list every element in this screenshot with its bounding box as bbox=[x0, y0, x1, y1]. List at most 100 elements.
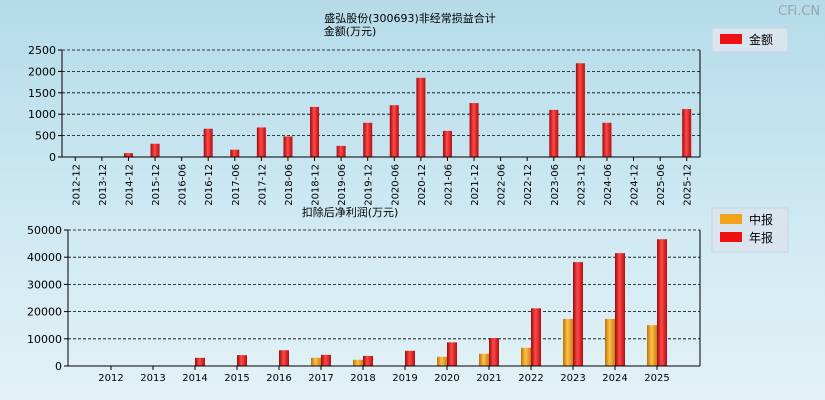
c1-xtick-label: 2025-06 bbox=[656, 164, 667, 206]
c1-legend-label: 金额 bbox=[749, 32, 773, 47]
c1-ytick-label: 0 bbox=[49, 151, 56, 164]
c2-ytick-label: 50000 bbox=[27, 224, 62, 237]
chart1-subtitle: 金额(万元) bbox=[324, 24, 377, 38]
c1-xtick-label: 2023-12 bbox=[576, 164, 587, 206]
c1-xtick-label: 2023-06 bbox=[550, 164, 561, 206]
c2-legend-swatch bbox=[720, 214, 742, 224]
c1-ytick-label: 2500 bbox=[28, 44, 56, 57]
watermark-text: CFi.CN bbox=[778, 4, 820, 19]
c1-xtick-label: 2024-06 bbox=[603, 164, 614, 206]
c1-xtick-label: 2016-06 bbox=[178, 164, 189, 206]
c2-ytick-label: 10000 bbox=[27, 333, 62, 346]
c1-xtick-label: 2019-06 bbox=[337, 164, 348, 206]
c2-bar-年报-2021 bbox=[489, 337, 499, 366]
c1-xtick-label: 2024-12 bbox=[630, 164, 641, 206]
c1-xtick-label: 2020-12 bbox=[417, 164, 428, 206]
chart1-legend: 金额 bbox=[711, 27, 789, 53]
c2-bar-年报-2024 bbox=[615, 253, 625, 366]
chart1-title: 盛弘股份(300693)非经常损益合计 bbox=[324, 11, 496, 25]
chart2-title: 扣除后净利润(万元) bbox=[302, 205, 399, 219]
c2-bar-中报-2021 bbox=[479, 353, 489, 366]
c1-bar-2017-06 bbox=[230, 149, 240, 157]
c1-legend-swatch bbox=[720, 34, 742, 44]
c1-bar-2017-12 bbox=[256, 127, 266, 157]
c2-xtick-label: 2012 bbox=[98, 373, 123, 384]
c1-bar-2015-12 bbox=[150, 143, 160, 157]
c1-bar-2019-12 bbox=[363, 122, 373, 157]
c2-bar-中报-2018 bbox=[353, 359, 363, 366]
c1-xtick-label: 2018-12 bbox=[311, 164, 322, 206]
c2-xtick-label: 2014 bbox=[182, 373, 207, 384]
c1-xtick-label: 2020-06 bbox=[390, 164, 401, 206]
c1-ytick-label: 2000 bbox=[28, 65, 56, 78]
c2-xtick-label: 2020 bbox=[434, 373, 459, 384]
c2-bar-年报-2023 bbox=[573, 262, 583, 366]
c1-xtick-label: 2021-06 bbox=[443, 164, 454, 206]
c2-bar-中报-2017 bbox=[311, 357, 321, 366]
c2-ytick-label: 20000 bbox=[27, 306, 62, 319]
c2-xtick-label: 2016 bbox=[266, 373, 291, 384]
c2-bar-年报-2025 bbox=[657, 239, 667, 366]
c2-ytick-label: 30000 bbox=[27, 278, 62, 291]
c2-legend-swatch bbox=[720, 232, 742, 242]
c2-bar-年报-2020 bbox=[447, 342, 457, 366]
c1-bar-2023-12 bbox=[575, 63, 585, 157]
c1-xtick-label: 2014-12 bbox=[124, 164, 135, 206]
c1-xtick-label: 2013-12 bbox=[98, 164, 109, 206]
c2-bar-中报-2023 bbox=[563, 318, 573, 366]
c1-ytick-label: 1500 bbox=[28, 87, 56, 100]
c1-xtick-label: 2025-12 bbox=[683, 164, 694, 206]
c1-bar-2025-12 bbox=[682, 109, 692, 157]
c1-bar-2014-12 bbox=[123, 153, 133, 157]
c1-xtick-label: 2022-06 bbox=[497, 164, 508, 206]
chart-non-recurring-items: 盛弘股份(300693)非经常损益合计 金额(万元) 0 500 1000 1500 2… bbox=[28, 11, 789, 206]
c2-xtick-label: 2023 bbox=[560, 373, 585, 384]
c2-bar-年报-2017 bbox=[321, 354, 331, 366]
c1-xtick-label: 2019-12 bbox=[364, 164, 375, 206]
c1-bar-2016-12 bbox=[203, 128, 213, 157]
c2-bar-中报-2025 bbox=[647, 325, 657, 366]
c1-ytick-label: 1000 bbox=[28, 108, 56, 121]
c2-bar-年报-2022 bbox=[531, 308, 541, 366]
c1-bar-2024-06 bbox=[602, 122, 612, 157]
c1-bar-2020-06 bbox=[389, 105, 399, 157]
c1-ytick-label: 500 bbox=[35, 130, 56, 143]
c2-xtick-label: 2019 bbox=[392, 373, 417, 384]
c1-bar-2021-06 bbox=[442, 130, 452, 157]
c2-ytick-label: 0 bbox=[55, 360, 62, 373]
c1-xtick-label: 2015-12 bbox=[151, 164, 162, 206]
c2-xtick-label: 2013 bbox=[140, 373, 165, 384]
c1-bar-2019-06 bbox=[336, 145, 346, 157]
c2-xtick-label: 2024 bbox=[602, 373, 627, 384]
c2-ytick-label: 40000 bbox=[27, 251, 62, 264]
c2-bar-年报-2016 bbox=[279, 350, 289, 366]
c1-bar-2020-12 bbox=[416, 77, 426, 157]
c1-xtick-label: 2016-12 bbox=[204, 164, 215, 206]
c1-xtick-label: 2012-12 bbox=[71, 164, 82, 206]
c2-xtick-label: 2022 bbox=[518, 373, 543, 384]
c1-bar-2021-12 bbox=[469, 103, 479, 157]
c2-xtick-label: 2015 bbox=[224, 373, 249, 384]
c2-xtick-label: 2017 bbox=[308, 373, 333, 384]
c1-xtick-label: 2017-06 bbox=[231, 164, 242, 206]
c2-bar-中报-2020 bbox=[437, 356, 447, 366]
c2-bar-年报-2018 bbox=[363, 355, 373, 366]
c1-xtick-label: 2018-06 bbox=[284, 164, 295, 206]
c1-xtick-label: 2017-12 bbox=[257, 164, 268, 206]
c2-xtick-label: 2025 bbox=[644, 373, 669, 384]
c2-bar-中报-2022 bbox=[521, 347, 531, 366]
c2-legend-label: 年报 bbox=[749, 230, 773, 245]
c1-bar-2023-06 bbox=[549, 109, 559, 157]
c2-xtick-label: 2018 bbox=[350, 373, 375, 384]
c2-bar-年报-2014 bbox=[195, 357, 205, 366]
c1-bar-2018-12 bbox=[310, 106, 320, 157]
c2-bar-年报-2015 bbox=[237, 355, 247, 366]
c2-bar-中报-2024 bbox=[605, 318, 615, 366]
chart-net-profit: 扣除后净利润(万元) 0 10000 20000 30000 40000 50000 20… bbox=[27, 205, 789, 384]
c2-xtick-label: 2021 bbox=[476, 373, 501, 384]
c1-bar-2018-06 bbox=[283, 136, 293, 157]
c1-xtick-label: 2021-12 bbox=[470, 164, 481, 206]
c1-xtick-label: 2022-12 bbox=[523, 164, 534, 206]
